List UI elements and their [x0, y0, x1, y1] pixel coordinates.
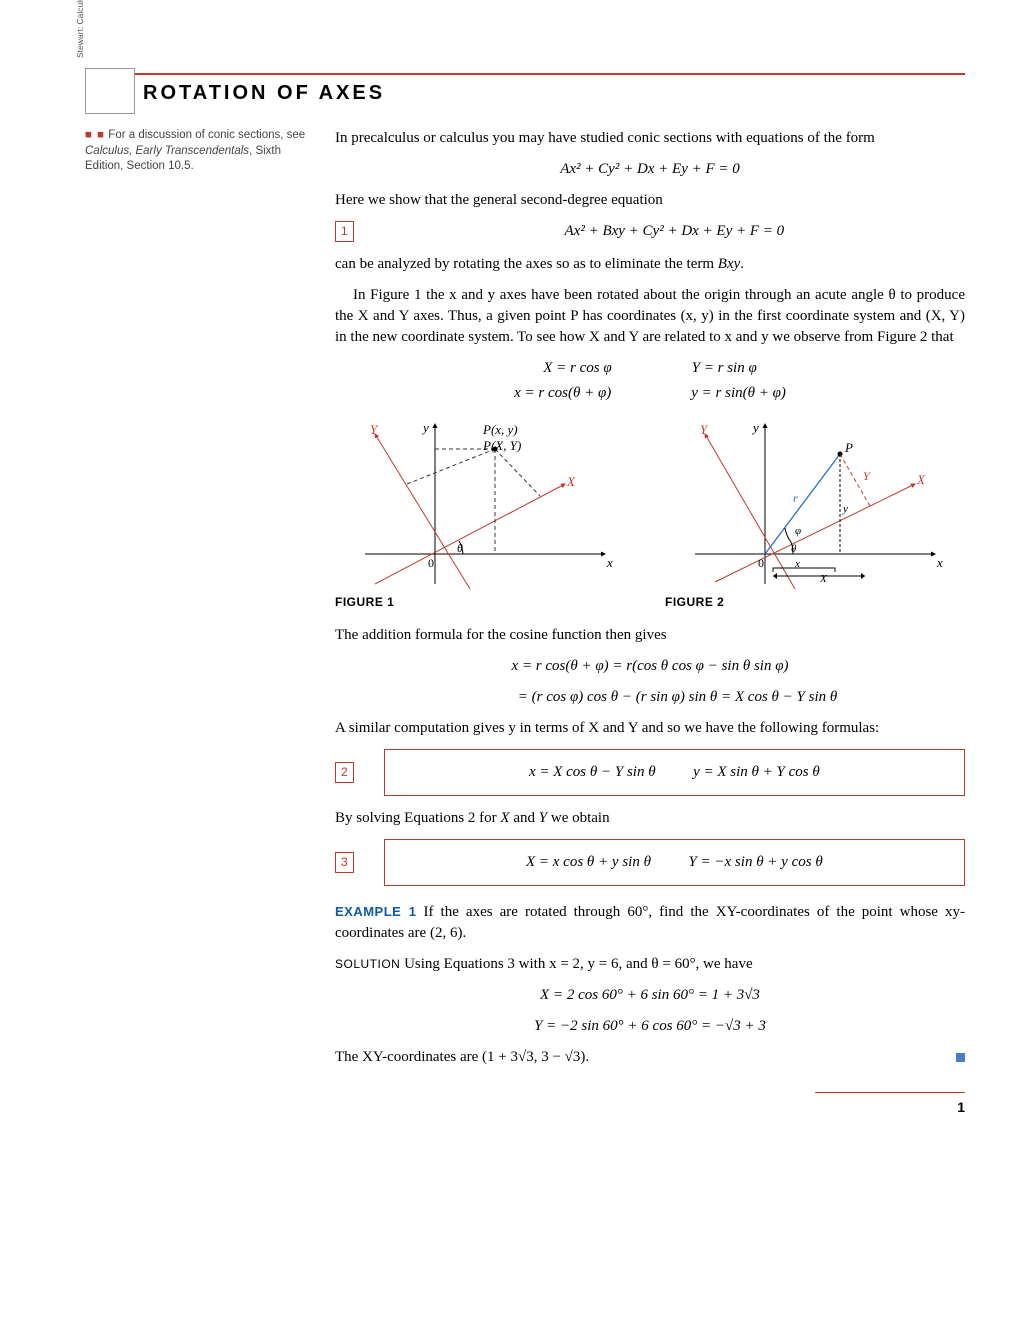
page-title: ROTATION OF AXES	[143, 82, 385, 105]
eq-add-2: = (r cos φ) cos θ − (r sin φ) sin θ = X …	[335, 687, 965, 708]
svg-text:X: X	[566, 474, 576, 489]
solution-head: SOLUTION	[335, 957, 400, 971]
eq-3: X = x cos θ + y sin θ Y = −x sin θ + y c…	[384, 839, 965, 886]
para-5: The addition formula for the cosine func…	[335, 625, 965, 646]
svg-text:r: r	[793, 491, 798, 505]
svg-text:P(X, Y): P(X, Y)	[482, 438, 521, 453]
figure-1: y x Y X P(x, y) P(X, Y) θ 0 FIGURE 1	[335, 414, 635, 611]
svg-text:Y: Y	[700, 422, 709, 437]
sol-eq-1: X = 2 cos 60° + 6 sin 60° = 1 + 3√3	[335, 985, 965, 1006]
main-content: In precalculus or calculus you may have …	[335, 128, 965, 1078]
eq-2-wrap: 2 x = X cos θ − Y sin θ y = X sin θ + Y …	[335, 749, 965, 796]
svg-text:x: x	[794, 558, 800, 570]
eq-3-wrap: 3 X = x cos θ + y sin θ Y = −x sin θ + y…	[335, 839, 965, 886]
page-number: 1	[957, 1098, 965, 1118]
figure-1-label: FIGURE 1	[335, 594, 635, 611]
eq-1: Ax² + Bxy + Cy² + Dx + Ey + F = 0	[384, 221, 965, 242]
svg-text:X: X	[819, 573, 828, 585]
qed-square-icon	[956, 1053, 965, 1062]
svg-text:y: y	[842, 503, 848, 515]
svg-text:Y: Y	[863, 469, 871, 483]
svg-text:y: y	[751, 420, 759, 435]
example-1: EXAMPLE 1 If the axes are rotated throug…	[335, 902, 965, 944]
figure-1-svg: y x Y X P(x, y) P(X, Y) θ 0	[335, 414, 625, 594]
svg-text:x: x	[606, 555, 613, 570]
figure-2: y x Y X P Y r φ θ y x X 0	[665, 414, 965, 611]
figure-2-label: FIGURE 2	[665, 594, 965, 611]
solution: SOLUTION Using Equations 3 with x = 2, y…	[335, 954, 965, 975]
svg-text:0: 0	[428, 556, 434, 570]
svg-text:φ: φ	[795, 525, 801, 537]
eq-num-3: 3	[335, 852, 354, 873]
para-7: By solving Equations 2 for X and Y we ob…	[335, 808, 965, 829]
eq-num-2: 2	[335, 762, 354, 783]
svg-text:P: P	[844, 440, 853, 455]
svg-text:0: 0	[758, 556, 764, 570]
para-3: can be analyzed by rotating the axes so …	[335, 254, 965, 275]
bullet-icon: ■ ■	[85, 129, 105, 141]
top-rule	[85, 73, 965, 75]
svg-text:Y: Y	[370, 422, 379, 437]
margin-text: For a discussion of conic sections, see	[108, 129, 305, 141]
eq-conic: Ax² + Cy² + Dx + Ey + F = 0	[335, 159, 965, 180]
svg-text:θ: θ	[791, 543, 797, 555]
eq-1-wrap: 1 Ax² + Bxy + Cy² + Dx + Ey + F = 0	[335, 221, 965, 242]
svg-text:x: x	[936, 555, 943, 570]
sol-eq-2: Y = −2 sin 60° + 6 cos 60° = −√3 + 3	[335, 1016, 965, 1037]
solution-final: The XY-coordinates are (1 + 3√3, 3 − √3)…	[335, 1047, 965, 1068]
para-6: A similar computation gives y in terms o…	[335, 718, 965, 739]
svg-text:y: y	[421, 420, 429, 435]
para-1: In precalculus or calculus you may have …	[335, 128, 965, 149]
eq-pair-2: x = r cos(θ + φ) y = r sin(θ + φ)	[335, 383, 965, 404]
eq-add-1: x = r cos(θ + φ) = r(cos θ cos φ − sin θ…	[335, 656, 965, 677]
title-box	[85, 68, 135, 114]
para-4: In Figure 1 the x and y axes have been r…	[335, 285, 965, 348]
eq-num-1: 1	[335, 221, 354, 242]
copyright-note: Stewart: Calculus, Sixth Edition. ISBN: …	[75, 0, 85, 58]
figures-row: y x Y X P(x, y) P(X, Y) θ 0 FIGURE 1	[335, 414, 965, 611]
svg-text:X: X	[916, 472, 926, 487]
margin-note: ■ ■ For a discussion of conic sections, …	[85, 128, 315, 175]
figure-2-svg: y x Y X P Y r φ θ y x X 0	[665, 414, 955, 594]
margin-ref: Calculus, Early Transcendentals	[85, 145, 249, 157]
bottom-rule	[815, 1092, 965, 1093]
eq-2: x = X cos θ − Y sin θ y = X sin θ + Y co…	[384, 749, 965, 796]
svg-text:θ: θ	[457, 541, 463, 555]
para-2: Here we show that the general second-deg…	[335, 190, 965, 211]
svg-text:P(x, y): P(x, y)	[482, 422, 518, 437]
example-head: EXAMPLE 1	[335, 904, 416, 919]
eq-pair-1: X = r cos φ Y = r sin φ	[335, 358, 965, 379]
